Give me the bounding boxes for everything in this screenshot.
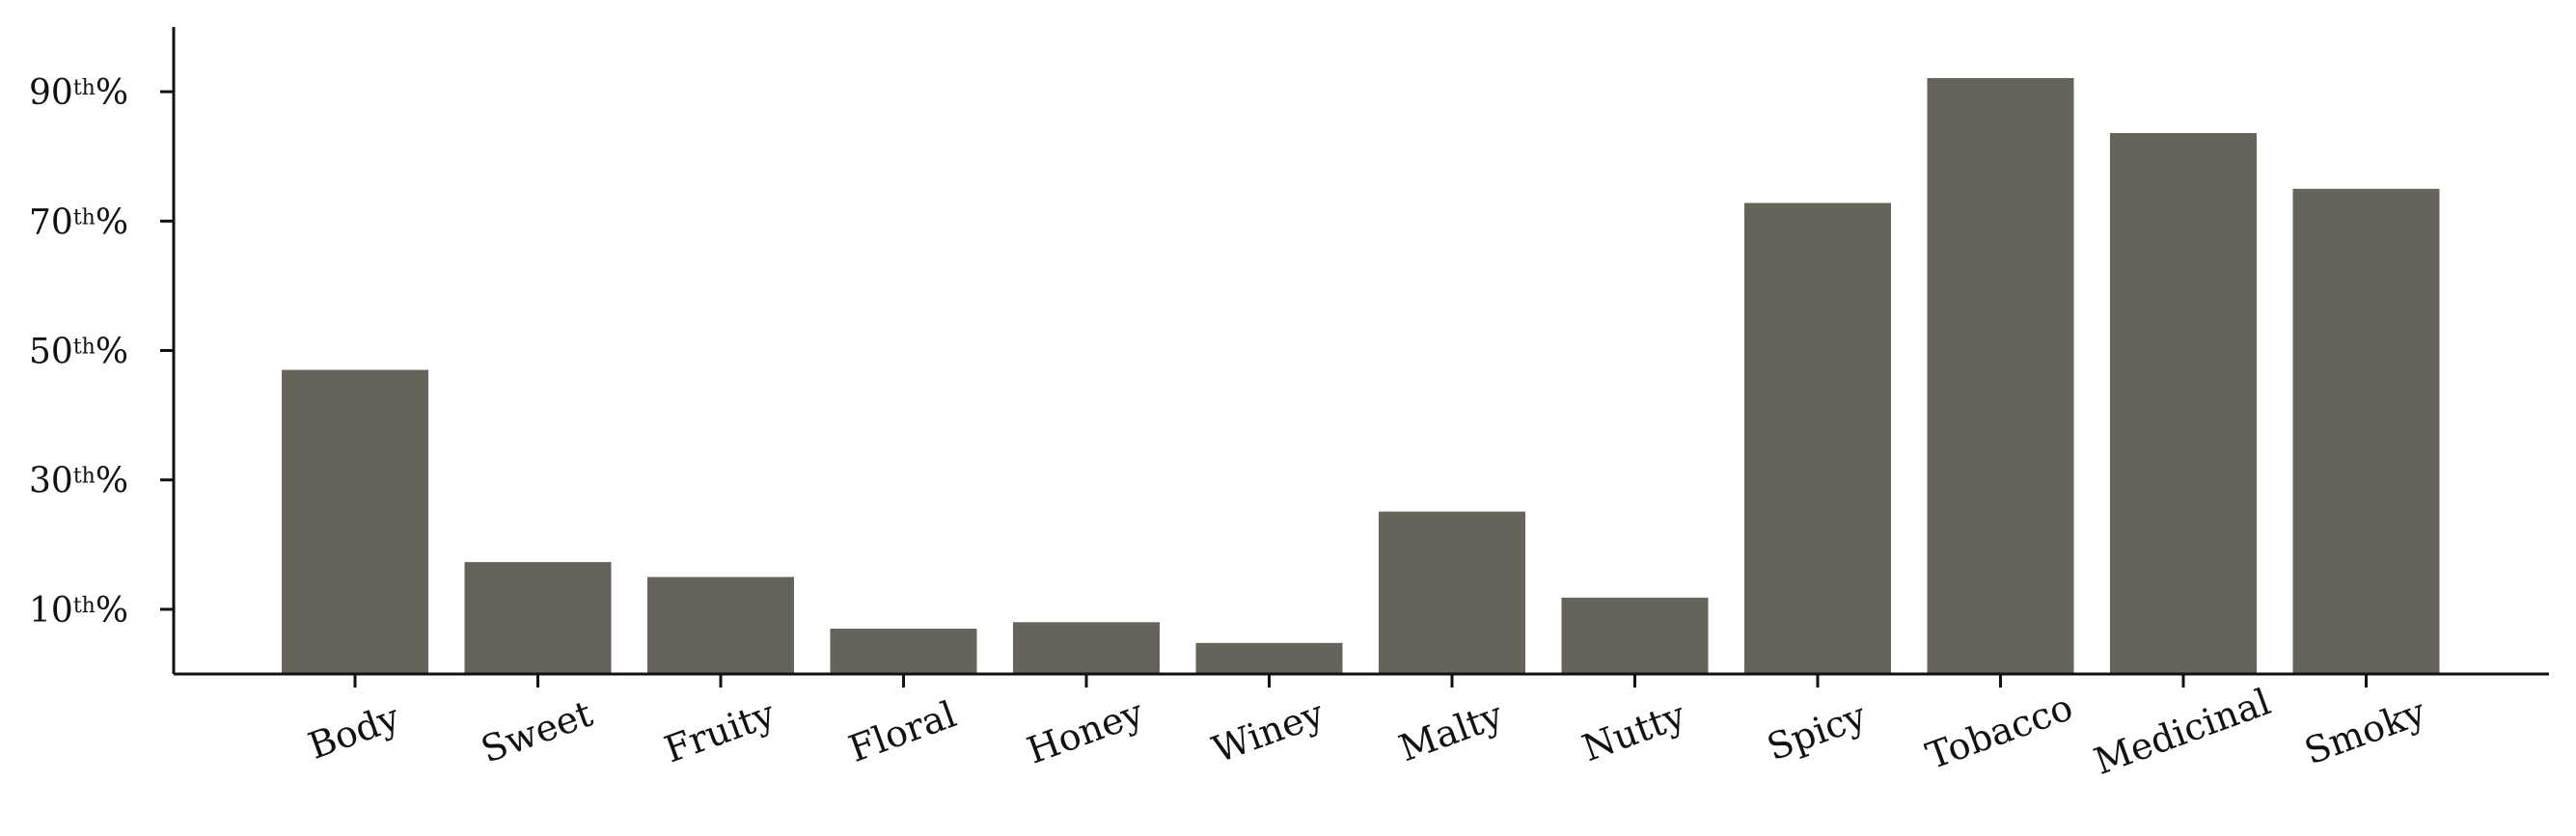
x-tick-label-sweet: Sweet	[476, 692, 598, 771]
x-tick-label-honey: Honey	[1022, 691, 1149, 772]
y-tick-label-50: 50th%	[29, 333, 128, 372]
bar-tobacco	[1927, 78, 2074, 674]
y-tick-label-90: 90th%	[29, 73, 128, 113]
y-axis-ticks: 10th% 30th% 50th% 70th% 90th%	[29, 73, 174, 631]
bar-fruity	[647, 577, 794, 674]
bar-floral	[830, 629, 977, 674]
bar-body	[282, 369, 428, 674]
x-tick-label-malty: Malty	[1393, 693, 1508, 769]
bar-sweet	[464, 561, 612, 674]
bar-winey	[1195, 642, 1343, 674]
bar-medicinal	[2110, 133, 2257, 674]
x-tick-label-smoky: Smoky	[2299, 690, 2431, 773]
x-tick-label-tobacco: Tobacco	[1921, 686, 2078, 777]
bar-malty	[1379, 511, 1525, 674]
bars-group	[282, 78, 2440, 675]
bar-nutty	[1561, 597, 1709, 674]
x-tick-label-floral: Floral	[843, 692, 962, 769]
x-tick-label-winey: Winey	[1207, 692, 1329, 771]
y-tick-label-70: 70th%	[29, 202, 128, 242]
x-axis-ticks: Body Sweet Fruity Floral Honey Winey Malty Nutt…	[303, 674, 2431, 783]
bar-honey	[1013, 622, 1160, 674]
x-tick-label-medicinal: Medicinal	[2089, 680, 2276, 783]
bar-smoky	[2292, 188, 2440, 675]
x-tick-label-spicy: Spicy	[1762, 694, 1872, 769]
x-tick-label-fruity: Fruity	[659, 692, 781, 771]
y-tick-label-10: 10th%	[29, 591, 128, 631]
x-tick-label-body: Body	[303, 695, 405, 768]
bar-spicy	[1744, 202, 1891, 674]
y-tick-label-30: 30th%	[29, 462, 128, 501]
x-tick-label-nutty: Nutty	[1576, 693, 1691, 769]
